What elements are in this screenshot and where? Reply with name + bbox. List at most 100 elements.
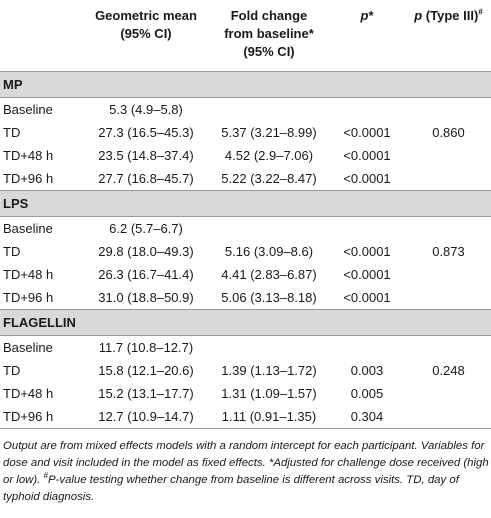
section-header-row: LPS: [0, 189, 491, 217]
p-type3-cell: [406, 97, 491, 121]
table-body: MP Baseline 5.3 (4.9–5.8) TD 27.3 (16.5–45.3…: [0, 70, 491, 429]
row-label: TD+96 h: [0, 404, 82, 429]
header-fold-change: Fold change from baseline* (95% CI): [210, 0, 328, 72]
row-label: TD+96 h: [3, 289, 54, 305]
geometric-mean-cell: 26.3 (16.7–41.4): [98, 266, 194, 282]
p-value-cell: 0.005: [350, 385, 384, 401]
fold-change-cell: [210, 216, 328, 240]
fold-change-cell: 1.31 (1.09–1.57): [221, 385, 317, 401]
fold-change-cell: 4.41 (2.83–6.87): [221, 266, 317, 282]
p-type3-cell: [406, 404, 491, 429]
p-value-cell: [328, 97, 406, 121]
p-value-cell: [328, 216, 406, 240]
header-empty: [0, 0, 82, 72]
p-value-cell: <0.0001: [343, 289, 391, 305]
table-row: TD+48 h 23.5 (14.8–37.4) 4.52 (2.9–7.06) <0…: [0, 144, 491, 167]
geometric-mean-cell: 15.8 (12.1–20.6): [98, 362, 194, 378]
table-row: TD+48 h 26.3 (16.7–41.4) 4.41 (2.83–6.87) <…: [0, 263, 491, 286]
row-label: TD+96 h: [3, 170, 54, 186]
table-row: TD+96 h 31.0 (18.8–50.9) 5.06 (3.13–8.18) <…: [0, 286, 491, 310]
table-row: Baseline 11.7 (10.8–12.7): [0, 335, 491, 359]
header-p3-letter: p: [414, 8, 423, 23]
table-row: Baseline 5.3 (4.9–5.8): [0, 97, 491, 121]
header-p3-suffix: (Type III): [422, 8, 479, 23]
p-type3-cell: [406, 263, 491, 286]
table-row: TD 27.3 (16.5–45.3) 5.37 (3.21–8.99) <0.000…: [0, 121, 491, 144]
p-value-cell: <0.0001: [343, 243, 391, 259]
header-geo-line1: Geometric mean: [95, 8, 197, 23]
row-label: TD+48 h: [3, 385, 54, 401]
table-row: TD 29.8 (18.0–49.3) 5.16 (3.09–8.6) <0.0001…: [0, 240, 491, 263]
p-type3-cell: [406, 144, 491, 167]
geometric-mean-cell: 23.5 (14.8–37.4): [98, 147, 194, 163]
fold-change-cell: 1.11 (0.91–1.35): [210, 404, 328, 429]
header-fold-line1: Fold change: [230, 8, 308, 23]
geometric-mean-cell: 11.7 (10.8–12.7): [98, 339, 194, 355]
table-row: TD+96 h 27.7 (16.8–45.7) 5.22 (3.22–8.47) <…: [0, 167, 491, 191]
header-p-suffix: *: [368, 8, 374, 23]
fold-change-cell: 4.52 (2.9–7.06): [224, 147, 314, 163]
fold-change-cell: 5.37 (3.21–8.99): [221, 124, 317, 140]
row-label: Baseline: [3, 101, 53, 117]
geometric-mean-cell: 29.8 (18.0–49.3): [98, 243, 194, 259]
row-label: TD: [3, 243, 21, 259]
geometric-mean-cell: 15.2 (13.1–17.7): [98, 385, 194, 401]
header-p-type3: p (Type III)#: [406, 0, 491, 72]
p-type3-cell: 0.248: [432, 362, 465, 378]
geometric-mean-cell: 5.3 (4.9–5.8): [109, 101, 183, 117]
fold-change-cell: 5.06 (3.13–8.18): [221, 289, 317, 305]
p-value-cell: <0.0001: [343, 266, 391, 282]
p-value-cell: <0.0001: [343, 124, 391, 140]
table-row: TD+96 h 12.7 (10.9–14.7) 1.11 (0.91–1.35) 0…: [0, 404, 491, 429]
footnote: Output are from mixed effects models wit…: [0, 429, 491, 506]
table-row: Baseline 6.2 (5.7–6.7): [0, 216, 491, 240]
p-type3-cell: [406, 167, 491, 191]
section-title: MP: [0, 70, 491, 98]
header-fold-line3: (95% CI): [243, 44, 295, 59]
fold-change-cell: [210, 335, 328, 359]
row-label: TD: [3, 362, 21, 378]
fold-change-cell: 1.39 (1.13–1.72): [221, 362, 317, 378]
p-value-cell: [328, 335, 406, 359]
p-type3-cell: [406, 382, 491, 405]
section-header-row: MP: [0, 70, 491, 98]
header-row: Geometric mean (95% CI) Fold change from…: [0, 0, 491, 72]
header-fold-line2: from baseline*: [224, 26, 314, 41]
row-label: TD+48 h: [3, 266, 54, 282]
fold-change-cell: 5.22 (3.22–8.47): [221, 170, 317, 186]
header-p: p*: [328, 0, 406, 72]
p-type3-cell: [406, 216, 491, 240]
header-p3-mark: #: [478, 7, 483, 17]
p-type3-cell: 0.860: [432, 124, 465, 140]
fold-change-cell: [210, 97, 328, 121]
header-geometric-mean: Geometric mean (95% CI): [82, 0, 210, 72]
footnote-part1: Output are from mixed effects models wit…: [3, 439, 489, 486]
geometric-mean-cell: 12.7 (10.9–14.7): [82, 404, 210, 429]
header-p-letter: p: [360, 8, 369, 23]
section-title: LPS: [0, 189, 491, 217]
section-title: FLAGELLIN: [0, 308, 491, 336]
geometric-mean-cell: 6.2 (5.7–6.7): [109, 220, 183, 236]
p-type3-cell: [406, 335, 491, 359]
geometric-mean-cell: 27.3 (16.5–45.3): [98, 124, 194, 140]
p-value-cell: <0.0001: [343, 147, 391, 163]
fold-change-cell: 5.16 (3.09–8.6): [224, 243, 314, 259]
p-value-cell: <0.0001: [343, 170, 391, 186]
p-value-cell: 0.304: [328, 404, 406, 429]
footnote-part2: P-value testing whether change from base…: [3, 473, 459, 503]
header-geo-line2: (95% CI): [120, 26, 172, 41]
results-table: Geometric mean (95% CI) Fold change from…: [0, 0, 491, 429]
footnote-mark: #: [43, 470, 48, 480]
p-type3-cell: 0.873: [432, 243, 465, 259]
table-row: TD 15.8 (12.1–20.6) 1.39 (1.13–1.72) 0.003 0…: [0, 359, 491, 382]
p-value-cell: 0.003: [350, 362, 384, 378]
row-label: TD+48 h: [3, 147, 54, 163]
geometric-mean-cell: 27.7 (16.8–45.7): [98, 170, 194, 186]
row-label: Baseline: [3, 220, 53, 236]
table-row: TD+48 h 15.2 (13.1–17.7) 1.31 (1.09–1.57) 0…: [0, 382, 491, 405]
geometric-mean-cell: 31.0 (18.8–50.9): [98, 289, 194, 305]
p-type3-cell: [406, 286, 491, 310]
row-label: Baseline: [3, 339, 53, 355]
row-label: TD: [3, 124, 21, 140]
